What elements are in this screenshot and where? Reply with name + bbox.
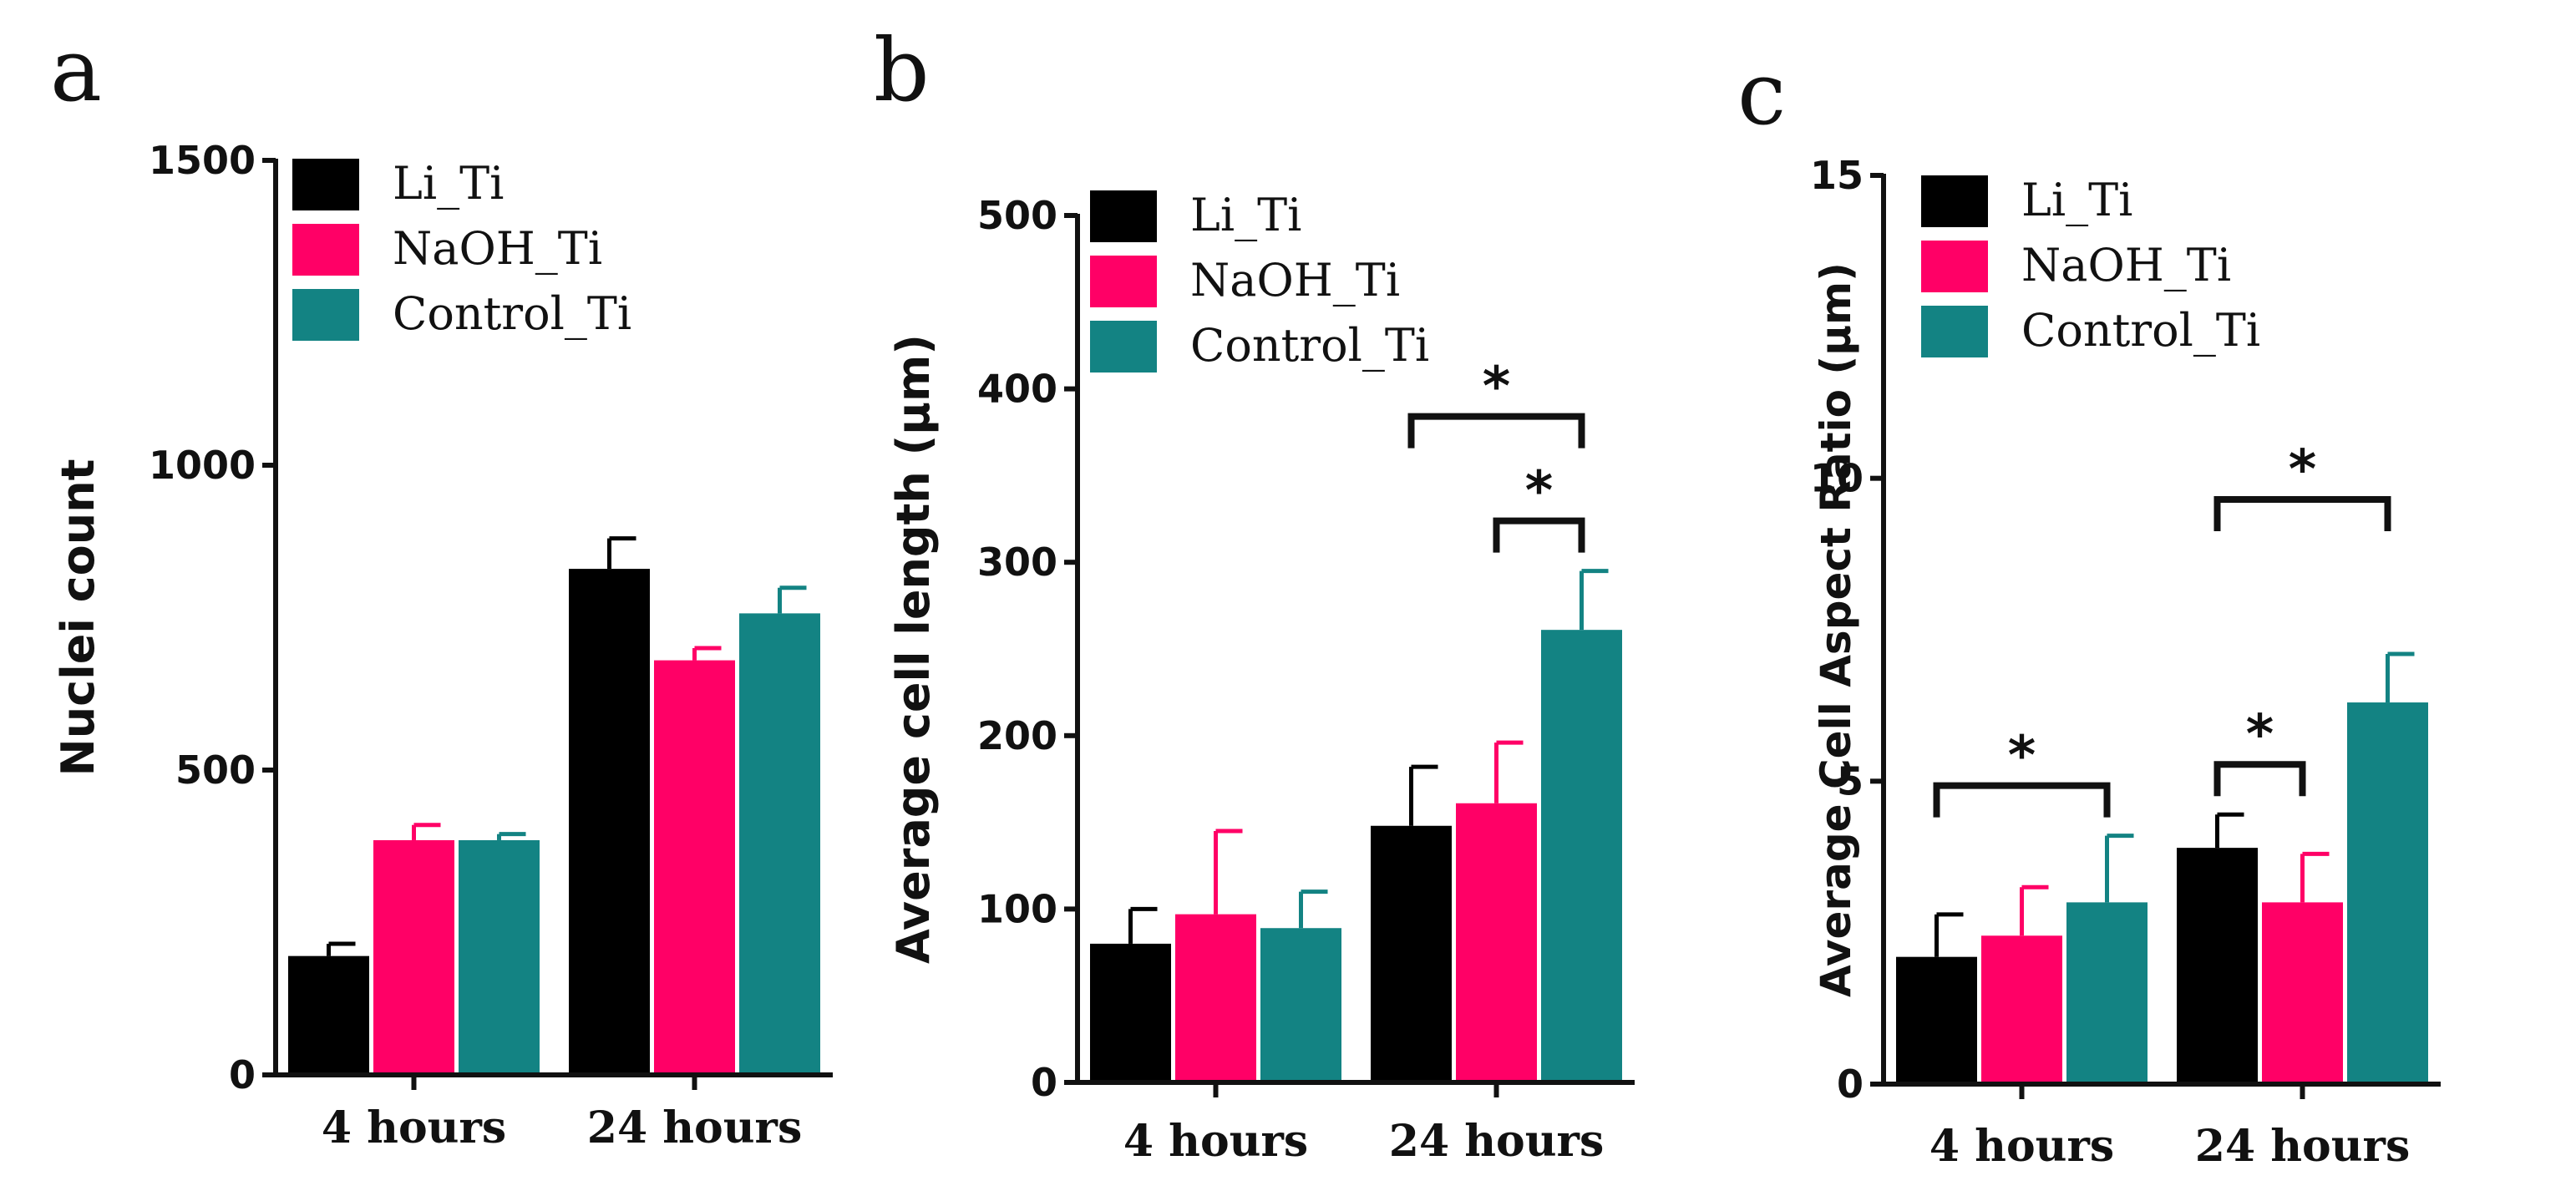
legend-swatch	[292, 159, 359, 210]
significance-bracket: *	[1493, 461, 1585, 553]
x-category-label: 4 hours	[322, 1102, 506, 1153]
bar	[2347, 702, 2428, 1084]
legend-label: NaOH_Ti	[1190, 254, 1400, 307]
legend: Li_Ti NaOH_Ti Control_Ti	[1090, 189, 1429, 373]
y-tick-label: 5	[1837, 758, 1864, 803]
y-tick-label: 500	[175, 748, 256, 793]
legend-label: Li_Ti	[393, 157, 504, 210]
significance-star: *	[2289, 439, 2316, 501]
bar	[1175, 914, 1256, 1082]
legend-swatch	[1921, 306, 1988, 357]
bar	[1896, 956, 1977, 1084]
y-tick-label: 200	[977, 713, 1057, 758]
significance-bracket: *	[1933, 726, 2111, 818]
x-category-label: 4 hours	[1123, 1116, 1308, 1167]
y-tick-label: 1500	[149, 138, 256, 183]
y-tick-label: 0	[229, 1052, 256, 1097]
legend: Li_Ti NaOH_Ti Control_Ti	[292, 157, 631, 341]
legend-label: NaOH_Ti	[393, 222, 602, 275]
bar	[1090, 943, 1171, 1082]
y-tick-label: 0	[1031, 1060, 1057, 1105]
bar	[2177, 848, 2258, 1084]
significance-bracket: *	[2213, 704, 2306, 797]
bar	[1981, 935, 2062, 1084]
panel-letter: b	[874, 19, 930, 121]
significance-star: *	[2246, 704, 2274, 766]
bar	[373, 839, 454, 1075]
x-category-label: 24 hours	[2195, 1121, 2410, 1172]
bar	[1260, 928, 1341, 1082]
legend: Li_Ti NaOH_Ti Control_Ti	[1921, 174, 2260, 357]
bar	[288, 955, 369, 1075]
legend-swatch	[292, 289, 359, 341]
y-axis-label: Average Cell Aspect Ratio (µm)	[1812, 262, 1860, 997]
legend-label: Li_Ti	[1190, 189, 1301, 241]
y-axis-label: Average cell length (µm)	[887, 334, 940, 964]
legend-label: Control_Ti	[1190, 319, 1429, 372]
panel-letter: c	[1737, 43, 1786, 144]
y-tick-label: 15	[1810, 153, 1864, 198]
bracket-line	[1933, 782, 2111, 818]
x-category-label: 24 hours	[1389, 1116, 1604, 1167]
legend-label: Control_Ti	[393, 287, 631, 340]
legend-swatch	[1921, 175, 1988, 227]
bar	[2066, 902, 2148, 1084]
significance-bracket: *	[2213, 439, 2391, 532]
significance-star: *	[2008, 726, 2036, 788]
legend-label: NaOH_Ti	[2021, 239, 2231, 291]
y-tick-label: 1000	[149, 443, 256, 488]
chart-panel-a: a 0 500 1000 1500 4 hours 24 hours Nuclei count…	[50, 19, 833, 1153]
legend-swatch	[292, 224, 359, 276]
bar	[1541, 630, 1622, 1082]
bar	[739, 613, 820, 1075]
bracket-line	[1493, 517, 1585, 553]
significance-bracket: *	[1407, 357, 1585, 449]
y-tick-label: 400	[977, 367, 1057, 412]
bar	[569, 569, 650, 1075]
panel-letter: a	[50, 19, 102, 121]
significance-star: *	[1525, 461, 1553, 523]
legend-swatch	[1090, 256, 1157, 307]
bar	[1456, 803, 1537, 1082]
bracket-line	[2213, 496, 2391, 532]
significance-star: *	[1483, 357, 1510, 418]
bar	[2262, 902, 2343, 1084]
y-tick-label: 300	[977, 540, 1057, 585]
x-category-label: 24 hours	[587, 1102, 802, 1153]
y-axis-label: Nuclei count	[52, 459, 104, 777]
legend-label: Control_Ti	[2021, 304, 2260, 357]
y-tick-label: 0	[1837, 1062, 1864, 1107]
bar	[459, 839, 540, 1075]
bar	[1371, 825, 1452, 1082]
legend-label: Li_Ti	[2021, 174, 2132, 226]
y-tick-label: 10	[1810, 456, 1864, 501]
legend-swatch	[1921, 241, 1988, 292]
y-tick-label: 100	[977, 886, 1057, 931]
bracket-line	[1407, 413, 1585, 449]
chart-panel-b: b 0 100 200 300 400 500 4 hours 24 hours Average …	[874, 19, 1635, 1167]
bracket-line	[2213, 761, 2306, 797]
x-category-label: 4 hours	[1929, 1121, 2114, 1172]
chart-panel-c: c 0 5 10 15 4 hours 24 hours Average Cell Aspec…	[1737, 43, 2441, 1172]
legend-swatch	[1090, 321, 1157, 373]
y-tick-label: 500	[977, 193, 1057, 238]
bar	[654, 660, 735, 1075]
legend-swatch	[1090, 190, 1157, 242]
